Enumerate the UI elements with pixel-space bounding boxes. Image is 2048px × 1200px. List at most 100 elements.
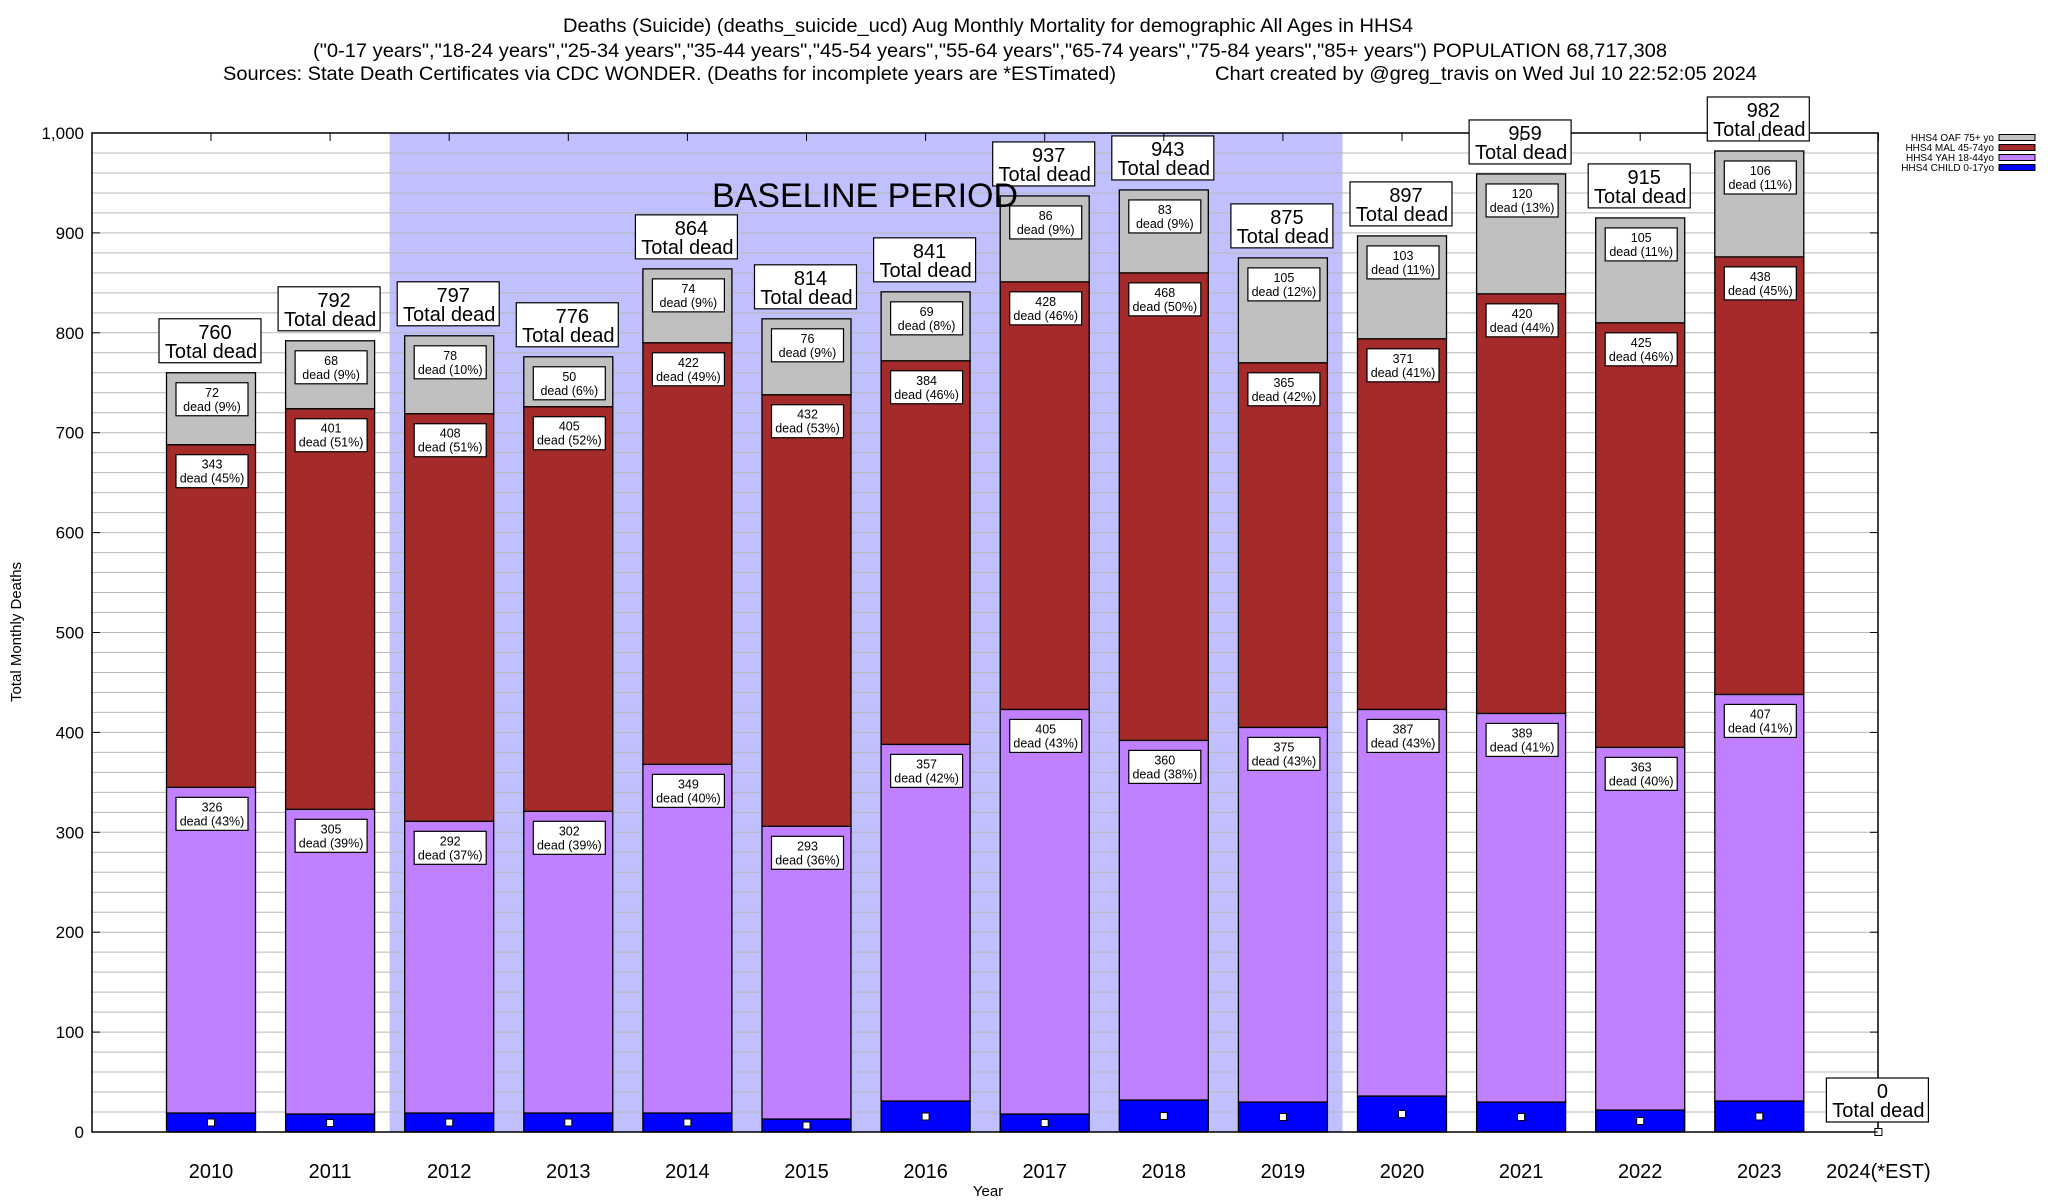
total-label-value: 875 (1270, 207, 1303, 229)
total-label-box (1468, 119, 1572, 165)
legend-swatch (1998, 134, 2036, 141)
child-value-marker (1040, 1119, 1049, 1128)
segment-label-pct: dead (9%) (660, 296, 718, 310)
segment-label-box (1723, 703, 1797, 739)
segment-label-box (294, 418, 368, 453)
segment-label-box (175, 454, 249, 489)
bar-segment (1475, 712, 1567, 1103)
x-tick-label: 2013 (546, 1161, 591, 1183)
legend-item: HHS4 CHILD 0-17yo (1901, 163, 2036, 174)
segment-label-pct: dead (13%) (1490, 201, 1555, 215)
segment-label-pct: dead (45%) (1728, 284, 1793, 298)
x-tick-label: 2011 (309, 1161, 352, 1183)
total-label-box (1825, 1077, 1930, 1123)
total-label-suffix: Total dead (403, 304, 495, 326)
segment-label-value: 375 (1273, 740, 1294, 754)
segment-label-box (1247, 372, 1321, 407)
segment-label-pct: dead (6%) (540, 384, 598, 398)
segment-label-value: 326 (202, 800, 223, 814)
segment-label-value: 420 (1512, 307, 1533, 321)
segment-label-box (651, 278, 726, 313)
bar-segment (523, 406, 614, 812)
bar-segment (284, 808, 376, 1115)
segment-label-box (1128, 749, 1202, 784)
segment-label-value: 50 (562, 370, 576, 384)
segment-label-value: 305 (321, 822, 342, 836)
segment-label-pct: dead (8%) (898, 319, 956, 333)
segment-label-value: 387 (1393, 722, 1414, 736)
bar-segment (1237, 726, 1329, 1103)
bar-stack-2015 (761, 318, 852, 1133)
segment-label-pct: dead (43%) (1252, 754, 1317, 768)
bar-segment (1595, 322, 1686, 749)
child-value-marker (802, 1121, 811, 1130)
total-label-box (158, 318, 262, 364)
segment-label-box (294, 350, 368, 385)
child-value-marker (564, 1118, 573, 1127)
y-axis-title: Total Monthly Deaths (8, 562, 25, 702)
segment-label-box (532, 416, 606, 451)
baseline-period-label: BASELINE PERIOD (712, 177, 1018, 215)
segment-label-box (651, 773, 726, 808)
bar-stack-2016 (880, 291, 971, 1133)
total-label-box (396, 281, 500, 327)
segment-label-value: 371 (1393, 352, 1414, 366)
total-label-suffix: Total dead (1356, 204, 1448, 226)
bar-segment (1714, 256, 1805, 696)
segment-label-box (1485, 722, 1559, 758)
segment-label-box (175, 382, 249, 417)
bar-stack-2012 (404, 335, 495, 1133)
segment-label-pct: dead (39%) (537, 838, 602, 852)
x-tick-label: 2019 (1261, 1161, 1306, 1183)
legend-swatch (1998, 164, 2036, 171)
segment-label-value: 83 (1158, 203, 1172, 217)
segment-label-box (1128, 199, 1202, 234)
total-label-suffix: Total dead (165, 341, 257, 363)
bar-segment (284, 408, 376, 810)
total-label-value: 937 (1032, 145, 1065, 167)
bar-segment (1356, 338, 1448, 711)
x-tick-label: 2024(*EST) (1826, 1161, 1931, 1183)
x-axis-title: Year (973, 1183, 1003, 1200)
bar-segment (523, 810, 614, 1114)
segment-label-box (1723, 266, 1797, 301)
segment-label-pct: dead (11%) (1609, 245, 1673, 259)
legend-item: HHS4 YAH 18-44yo (1906, 153, 2036, 164)
segment-label-pct: dead (46%) (1013, 309, 1078, 323)
segment-label-box (889, 301, 964, 336)
segment-label-value: 293 (797, 839, 818, 853)
child-value-marker (1278, 1113, 1287, 1122)
legend-swatch (1998, 154, 2036, 161)
segment-label-value: 407 (1750, 707, 1771, 721)
child-value-marker (326, 1119, 335, 1128)
bar-stack-2019 (1237, 257, 1329, 1133)
segment-label-box (889, 370, 964, 405)
segment-label-value: 343 (202, 458, 223, 472)
total-label-suffix: Total dead (641, 237, 733, 259)
segment-label-value: 106 (1750, 164, 1771, 178)
y-tick-label: 500 (56, 624, 84, 643)
y-tick-label: 400 (56, 723, 84, 742)
bar-stack-2020 (1356, 235, 1448, 1133)
bar-stack-2014 (642, 268, 733, 1133)
